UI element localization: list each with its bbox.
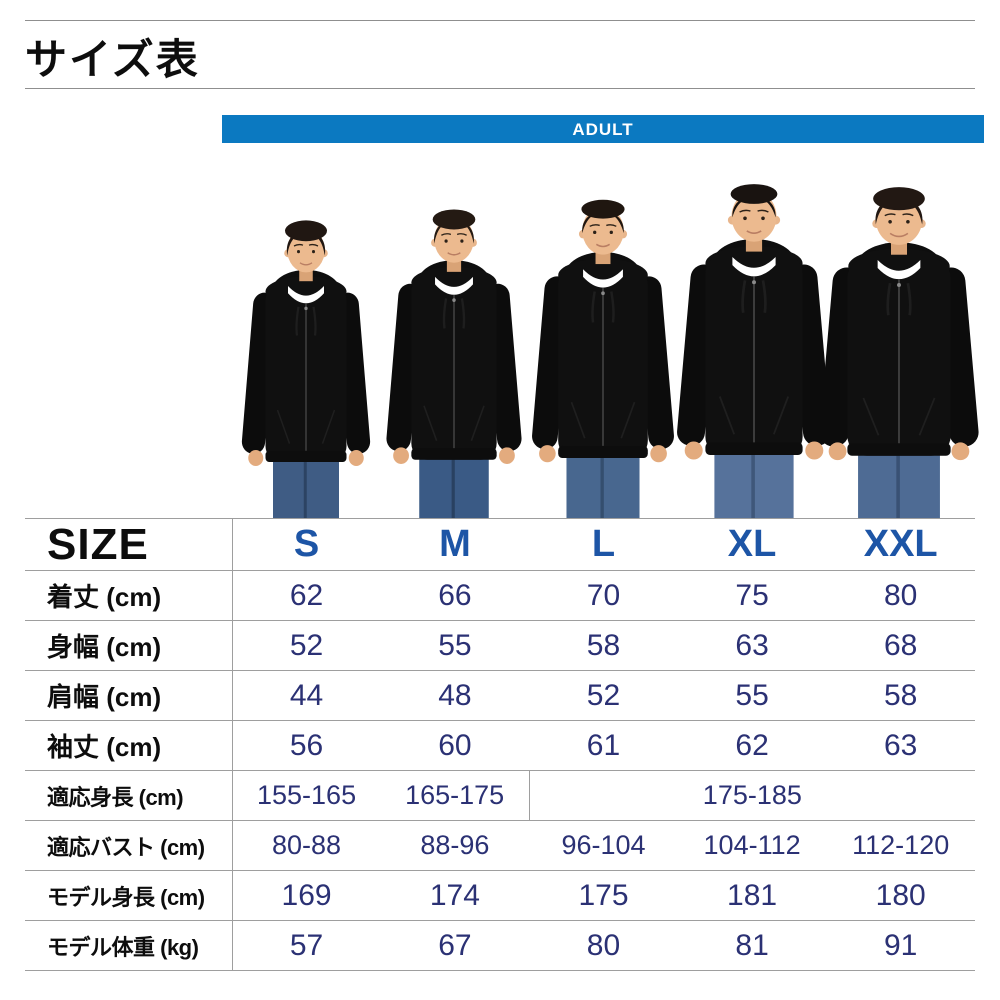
page-title: サイズ表 xyxy=(25,36,200,83)
row-label: 適応身長 (cm) xyxy=(25,770,233,821)
cell-value: 56 xyxy=(289,728,324,762)
cell-value: 96-104 xyxy=(561,830,646,860)
cell-value: 181 xyxy=(727,878,778,912)
model-photo-s xyxy=(241,220,371,518)
cell-value: 80 xyxy=(884,578,918,612)
row-label: 適応バスト (cm) xyxy=(25,820,233,871)
size-corner-label: SIZE xyxy=(25,518,233,571)
model-photo-l xyxy=(532,199,674,518)
cell-value: 174 xyxy=(429,878,480,912)
cell-value: 104-112 xyxy=(703,830,801,860)
cell-value: 62 xyxy=(735,728,769,762)
table-row-model-height: モデル身長 (cm) 169 174 175 181 180 xyxy=(25,870,975,921)
cell-value: 80 xyxy=(586,928,621,962)
cell-value: 165-175 xyxy=(405,780,505,810)
col-header-xxl: XXL xyxy=(863,523,938,565)
cell-value: 61 xyxy=(586,728,621,762)
size-table: SIZE S M L XL XXL 着丈 (cm) 62 66 70 75 80… xyxy=(25,518,975,971)
table-row-body-width: 身幅 (cm) 52 55 58 63 68 xyxy=(25,620,975,671)
cell-value: 55 xyxy=(438,628,472,662)
col-header-m: M xyxy=(439,523,471,565)
cell-value: 67 xyxy=(438,928,472,962)
row-label: 着丈 (cm) xyxy=(25,570,233,621)
adult-banner: ADULT xyxy=(222,115,984,144)
cell-value: 175 xyxy=(578,878,629,912)
model-photo-m xyxy=(386,209,522,518)
table-row-sleeve-length: 袖丈 (cm) 56 60 61 62 63 xyxy=(25,720,975,771)
models-photo xyxy=(222,143,988,518)
col-header-xl: XL xyxy=(727,523,777,565)
row-label: 身幅 (cm) xyxy=(25,620,233,671)
cell-value: 62 xyxy=(289,578,324,612)
cell-value: 80-88 xyxy=(272,830,342,860)
table-row-body-length: 着丈 (cm) 62 66 70 75 80 xyxy=(25,570,975,621)
cell-value: 57 xyxy=(289,928,324,962)
cell-value: 180 xyxy=(875,878,926,912)
row-label: 袖丈 (cm) xyxy=(25,720,233,771)
cell-value: 52 xyxy=(586,678,621,712)
cell-value: 169 xyxy=(281,878,332,912)
col-header-l: L xyxy=(591,523,616,565)
cell-value: 60 xyxy=(438,728,472,762)
size-table-header-row: SIZE S M L XL XXL xyxy=(25,518,975,571)
cell-value: 91 xyxy=(884,928,918,962)
table-row-shoulder-width: 肩幅 (cm) 44 48 52 55 58 xyxy=(25,670,975,721)
cell-value: 63 xyxy=(884,728,918,762)
cell-value: 81 xyxy=(735,928,769,962)
cell-value: 44 xyxy=(289,678,324,712)
cell-value: 58 xyxy=(884,678,918,712)
title-rule-bottom xyxy=(25,88,975,89)
cell-value: 68 xyxy=(884,628,918,662)
row-label: 肩幅 (cm) xyxy=(25,670,233,721)
model-photo-xl xyxy=(677,184,831,518)
cell-value: 52 xyxy=(289,628,324,662)
table-row-fit-height: 適応身長 (cm) 155-165 165-175 175-185 xyxy=(25,770,975,821)
cell-value: 66 xyxy=(438,578,472,612)
row-label: モデル身長 (cm) xyxy=(25,870,233,921)
cell-value: 48 xyxy=(438,678,472,712)
cell-value: 55 xyxy=(735,678,769,712)
table-row-fit-bust: 適応バスト (cm) 80-88 88-96 96-104 104-112 11… xyxy=(25,820,975,871)
cell-value: 75 xyxy=(735,578,769,612)
cell-value-spanned: 175-185 xyxy=(528,770,975,821)
cell-value: 63 xyxy=(735,628,769,662)
cell-value: 58 xyxy=(586,628,621,662)
model-photo-xxl xyxy=(819,187,979,518)
row-label: モデル体重 (kg) xyxy=(25,920,233,971)
cell-value: 70 xyxy=(586,578,621,612)
col-header-s: S xyxy=(293,523,320,565)
cell-value: 112-120 xyxy=(852,830,950,860)
title-rule-top xyxy=(25,20,975,21)
table-row-model-weight: モデル体重 (kg) 57 67 80 81 91 xyxy=(25,920,975,971)
cell-value: 88-96 xyxy=(420,830,490,860)
cell-value: 155-165 xyxy=(257,780,357,810)
adult-banner-label: ADULT xyxy=(572,119,634,139)
